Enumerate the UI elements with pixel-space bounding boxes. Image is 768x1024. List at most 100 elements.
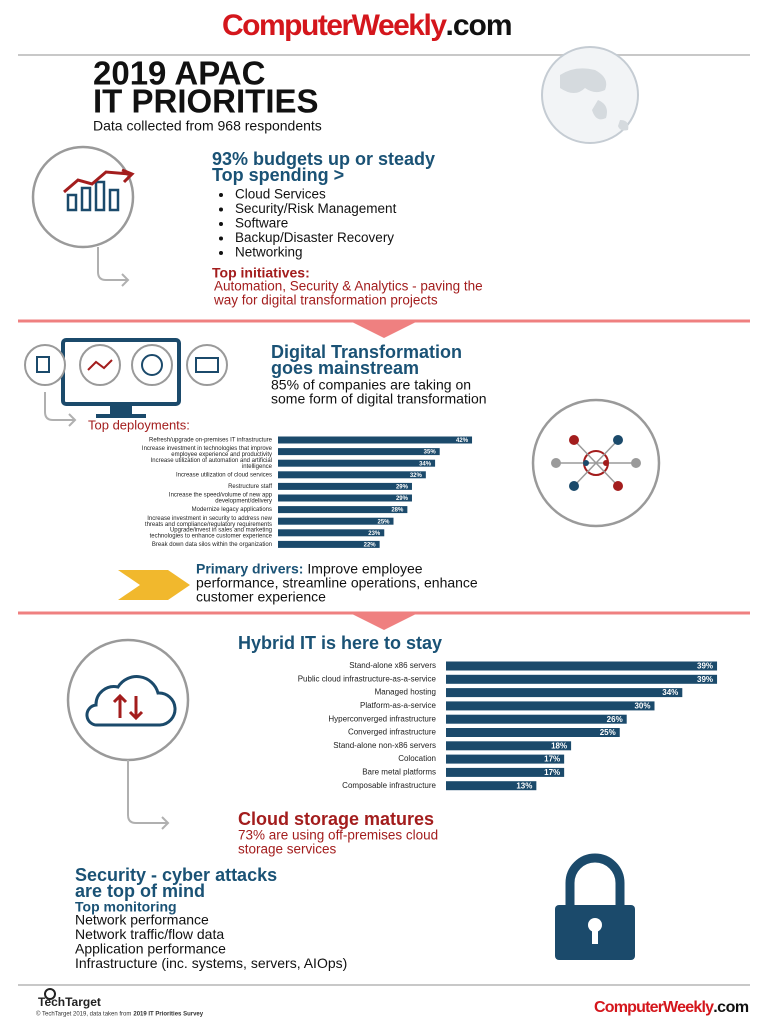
logo: ComputerWeekly bbox=[222, 9, 447, 42]
brand: TechTarget bbox=[38, 995, 101, 1009]
category-label: Modernize legacy applications bbox=[192, 507, 272, 513]
subheading: Top monitoring bbox=[75, 899, 177, 915]
value-label: 18% bbox=[551, 741, 567, 750]
growth-icon bbox=[31, 145, 135, 287]
category-label: Restructure staff bbox=[228, 484, 272, 490]
bullet bbox=[219, 222, 223, 226]
list-item: Security/Risk Management bbox=[235, 201, 397, 216]
subheading: Primary drivers: bbox=[196, 561, 303, 577]
bullet bbox=[219, 236, 223, 241]
text: some form of digital transformation bbox=[271, 391, 487, 407]
text: Improve employee bbox=[307, 561, 422, 577]
heading: Security - cyber attacks bbox=[75, 865, 277, 885]
subheading: Top initiatives: bbox=[212, 265, 310, 281]
value-label: 39% bbox=[697, 662, 713, 671]
value-label: 17% bbox=[544, 755, 560, 764]
heading: Digital Transformation bbox=[271, 342, 462, 362]
logo-suffix: .com bbox=[713, 999, 749, 1016]
bar bbox=[278, 517, 394, 525]
heading: Cloud storage matures bbox=[238, 809, 434, 829]
subtitle: Data collected from 968 respondents bbox=[93, 118, 322, 134]
list-item: Network performance bbox=[75, 912, 209, 928]
bar bbox=[278, 471, 426, 479]
bullet bbox=[219, 193, 223, 197]
bar bbox=[446, 661, 718, 671]
text: 73% are using off-premises cloud bbox=[238, 828, 438, 843]
text: customer experience bbox=[196, 589, 326, 605]
value-label: 29% bbox=[396, 484, 409, 490]
category-label: Increase investment in technologies that… bbox=[142, 446, 273, 452]
bullet bbox=[219, 207, 223, 212]
logo: ComputerWeekly bbox=[594, 999, 714, 1016]
network-icon bbox=[531, 398, 661, 528]
category-label: Stand-alone x86 servers bbox=[349, 661, 436, 670]
chart-title: Top deployments: bbox=[88, 417, 190, 432]
list-item: Network traffic/flow data bbox=[75, 926, 224, 942]
divider-arrow bbox=[352, 614, 416, 630]
list-item: Cloud Services bbox=[235, 187, 326, 202]
text: storage services bbox=[238, 842, 337, 857]
bar bbox=[278, 448, 440, 456]
chevron-icon bbox=[118, 570, 190, 600]
value-label: 26% bbox=[607, 715, 623, 724]
category-label: Refresh/upgrade on-premises IT infrastru… bbox=[149, 438, 273, 444]
category-label: technologies to enhance customer experie… bbox=[150, 533, 273, 539]
category-label: Increase utilization of automation and a… bbox=[151, 458, 272, 464]
bar bbox=[446, 714, 627, 724]
bar bbox=[446, 674, 718, 684]
bar bbox=[278, 436, 473, 444]
title: 2019 APAC bbox=[93, 55, 265, 92]
heading: 93% budgets up or steady bbox=[212, 149, 435, 169]
category-label: Break down data silos within the organiz… bbox=[152, 542, 272, 548]
globe-icon bbox=[541, 46, 639, 144]
list-item: Application performance bbox=[75, 941, 226, 957]
category-label: Upgrade/invest in sales and marketing bbox=[170, 527, 272, 533]
bar bbox=[446, 754, 565, 764]
bar bbox=[446, 781, 537, 791]
value-label: 39% bbox=[697, 675, 713, 684]
credit-survey: 2019 IT Priorities Survey bbox=[133, 1012, 203, 1018]
value-label: 34% bbox=[662, 688, 678, 697]
bar bbox=[278, 459, 436, 467]
category-label: employee experience and productivity bbox=[171, 452, 272, 458]
value-label: 30% bbox=[634, 702, 650, 711]
monitor-icon bbox=[24, 338, 228, 427]
value-label: 28% bbox=[391, 508, 404, 514]
heading: goes mainstream bbox=[271, 358, 419, 378]
category-label: Increase utilization of cloud services bbox=[176, 472, 272, 478]
text: way for digital transformation projects bbox=[213, 293, 438, 308]
value-label: 13% bbox=[516, 781, 532, 790]
category-label: Managed hosting bbox=[375, 688, 436, 697]
list-item: Backup/Disaster Recovery bbox=[235, 230, 394, 245]
heading: are top of mind bbox=[75, 881, 205, 901]
category-label: Increase the speed/volume of new app bbox=[169, 493, 273, 499]
divider-arrow bbox=[352, 322, 416, 338]
category-label: Composable infrastructure bbox=[342, 781, 436, 790]
value-label: 25% bbox=[377, 519, 390, 525]
bullet bbox=[219, 251, 223, 255]
value-label: 35% bbox=[424, 450, 437, 456]
value-label: 17% bbox=[544, 768, 560, 777]
padlock-icon bbox=[555, 853, 635, 960]
category-label: Colocation bbox=[398, 754, 436, 763]
list-item: Networking bbox=[235, 245, 303, 260]
category-label: development/delivery bbox=[215, 499, 272, 505]
heading: Hybrid IT is here to stay bbox=[238, 633, 442, 653]
bar bbox=[446, 728, 620, 737]
category-label: Converged infrastructure bbox=[348, 728, 437, 737]
logo-suffix: .com bbox=[446, 9, 512, 42]
bar bbox=[278, 529, 385, 537]
category-label: intelligence bbox=[242, 464, 273, 470]
bar bbox=[446, 701, 655, 711]
bar bbox=[446, 767, 565, 777]
bar bbox=[278, 506, 408, 514]
bar bbox=[278, 482, 412, 490]
brand-icon bbox=[44, 988, 56, 1000]
value-label: 29% bbox=[396, 496, 409, 502]
bar bbox=[446, 688, 683, 698]
value-label: 25% bbox=[600, 728, 616, 737]
category-label: Increase investment in security to addre… bbox=[147, 516, 272, 522]
category-label: threats and compliance/regulatory requir… bbox=[145, 522, 272, 528]
text: Automation, Security & Analytics - pavin… bbox=[214, 279, 483, 294]
